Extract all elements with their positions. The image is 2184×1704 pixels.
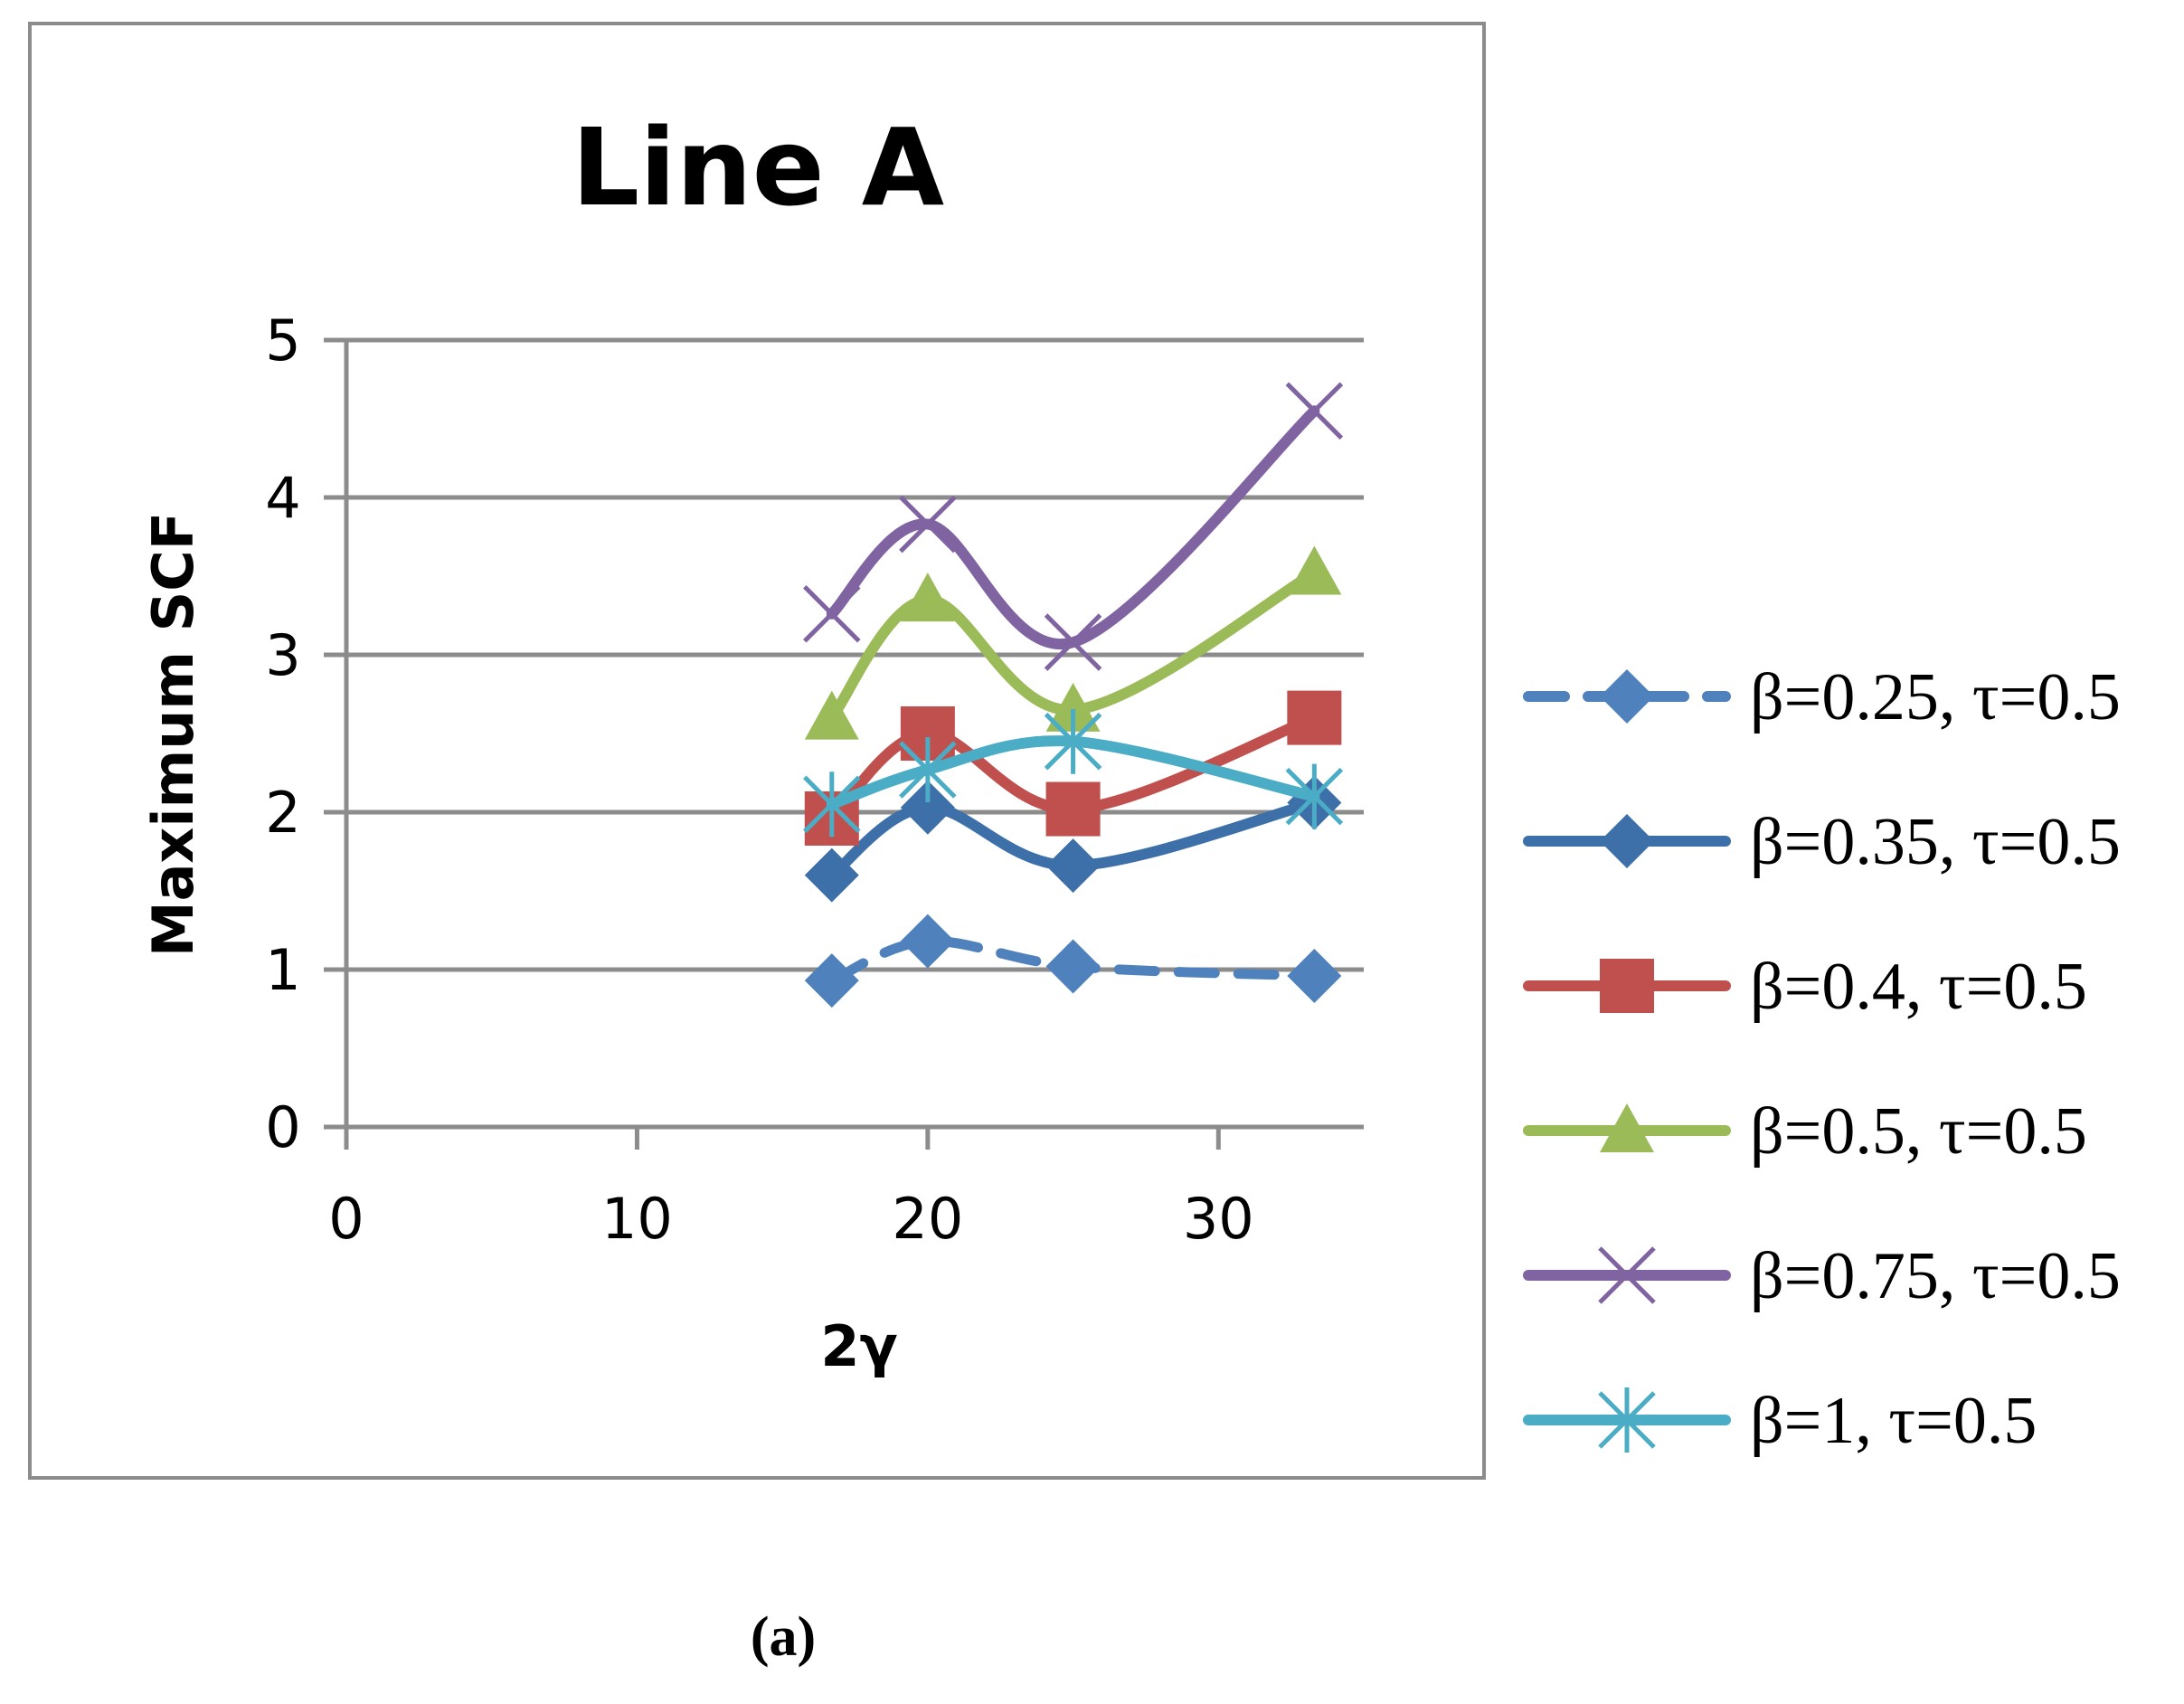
data-point [1287, 545, 1342, 595]
data-point [1044, 708, 1102, 774]
x-tick-label: 10 [601, 1186, 673, 1252]
x-axis-label: 2γ [820, 1313, 897, 1379]
y-tick-label: 3 [265, 622, 300, 688]
legend-marker [1598, 1246, 1656, 1304]
legend-label: β=0.35, τ=0.5 [1750, 805, 2121, 879]
legend-label: β=1, τ=0.5 [1750, 1384, 2037, 1458]
marker-stroke [803, 584, 861, 643]
data-point [1045, 939, 1101, 994]
series-line [826, 735, 1320, 810]
data-point [1285, 382, 1344, 440]
legend-label: β=0.25, τ=0.5 [1750, 660, 2121, 734]
legend-marker [1600, 814, 1654, 868]
series-5 [803, 708, 1344, 838]
figure-caption: (a) [751, 1606, 816, 1668]
x-tick-label: 20 [892, 1186, 963, 1252]
data-point [1285, 763, 1344, 829]
data-point [900, 780, 955, 835]
data-point [803, 772, 861, 838]
marker-stroke [1285, 382, 1344, 440]
data-point [1287, 690, 1342, 745]
y-tick-label: 0 [265, 1094, 300, 1160]
data-point [804, 690, 859, 740]
legend-marker [1598, 1387, 1656, 1453]
x-tick-labels: 0 10 20 30 [328, 1186, 1253, 1252]
data-point [899, 495, 957, 554]
series-line [826, 567, 1320, 724]
series-line [826, 797, 1320, 881]
legend-marker [1600, 1103, 1654, 1152]
legend-item-0: β=0.25, τ=0.5 [1523, 660, 2121, 734]
legend-item-4: β=0.75, τ=0.5 [1523, 1239, 2121, 1313]
y-axis-label: Maximum SCF [140, 512, 206, 957]
y-tick-labels: 0 1 2 3 4 5 [265, 308, 300, 1160]
y-tick-label: 2 [265, 780, 300, 846]
data-point [1287, 948, 1342, 1003]
data-point [1045, 682, 1101, 732]
marker-stroke [1044, 613, 1102, 671]
x-tick-label: 0 [328, 1186, 364, 1252]
y-tick-label: 4 [265, 465, 300, 531]
legend-label: β=0.75, τ=0.5 [1750, 1239, 2121, 1313]
marker-stroke [899, 495, 957, 554]
series-group [803, 382, 1344, 1008]
chart-title: Line A [572, 105, 944, 230]
legend-label: β=0.4, τ=0.5 [1750, 950, 2087, 1024]
data-point [803, 584, 861, 643]
legend: β=0.25, τ=0.5 β=0.35, τ=0.5 β=0.4, τ=0.5 β=… [1523, 660, 2121, 1458]
legend-item-2: β=0.4, τ=0.5 [1523, 950, 2087, 1024]
legend-marker [1600, 959, 1654, 1013]
data-point [900, 914, 955, 969]
legend-item-3: β=0.5, τ=0.5 [1523, 1094, 2087, 1169]
legend-label: β=0.5, τ=0.5 [1750, 1094, 2087, 1169]
y-tick-label: 5 [265, 308, 300, 374]
legend-item-5: β=1, τ=0.5 [1523, 1384, 2037, 1458]
data-point [804, 953, 859, 1008]
legend-item-1: β=0.35, τ=0.5 [1523, 805, 2121, 879]
data-point [1045, 838, 1101, 894]
data-point [1044, 613, 1102, 671]
axes [324, 337, 1364, 1150]
y-tick-label: 1 [265, 937, 300, 1003]
data-point [804, 847, 859, 903]
legend-marker [1600, 669, 1654, 724]
data-point [899, 737, 957, 803]
series-4 [803, 382, 1344, 671]
series-line [826, 405, 1320, 650]
series-3 [804, 545, 1342, 740]
x-tick-label: 30 [1183, 1186, 1254, 1252]
data-point [900, 573, 955, 622]
series-0 [804, 914, 1342, 1008]
series-line [827, 936, 1319, 986]
series-line [826, 712, 1320, 824]
chart-frame [28, 22, 1486, 1480]
marker-stroke [1598, 1246, 1656, 1304]
data-point [1045, 781, 1101, 837]
